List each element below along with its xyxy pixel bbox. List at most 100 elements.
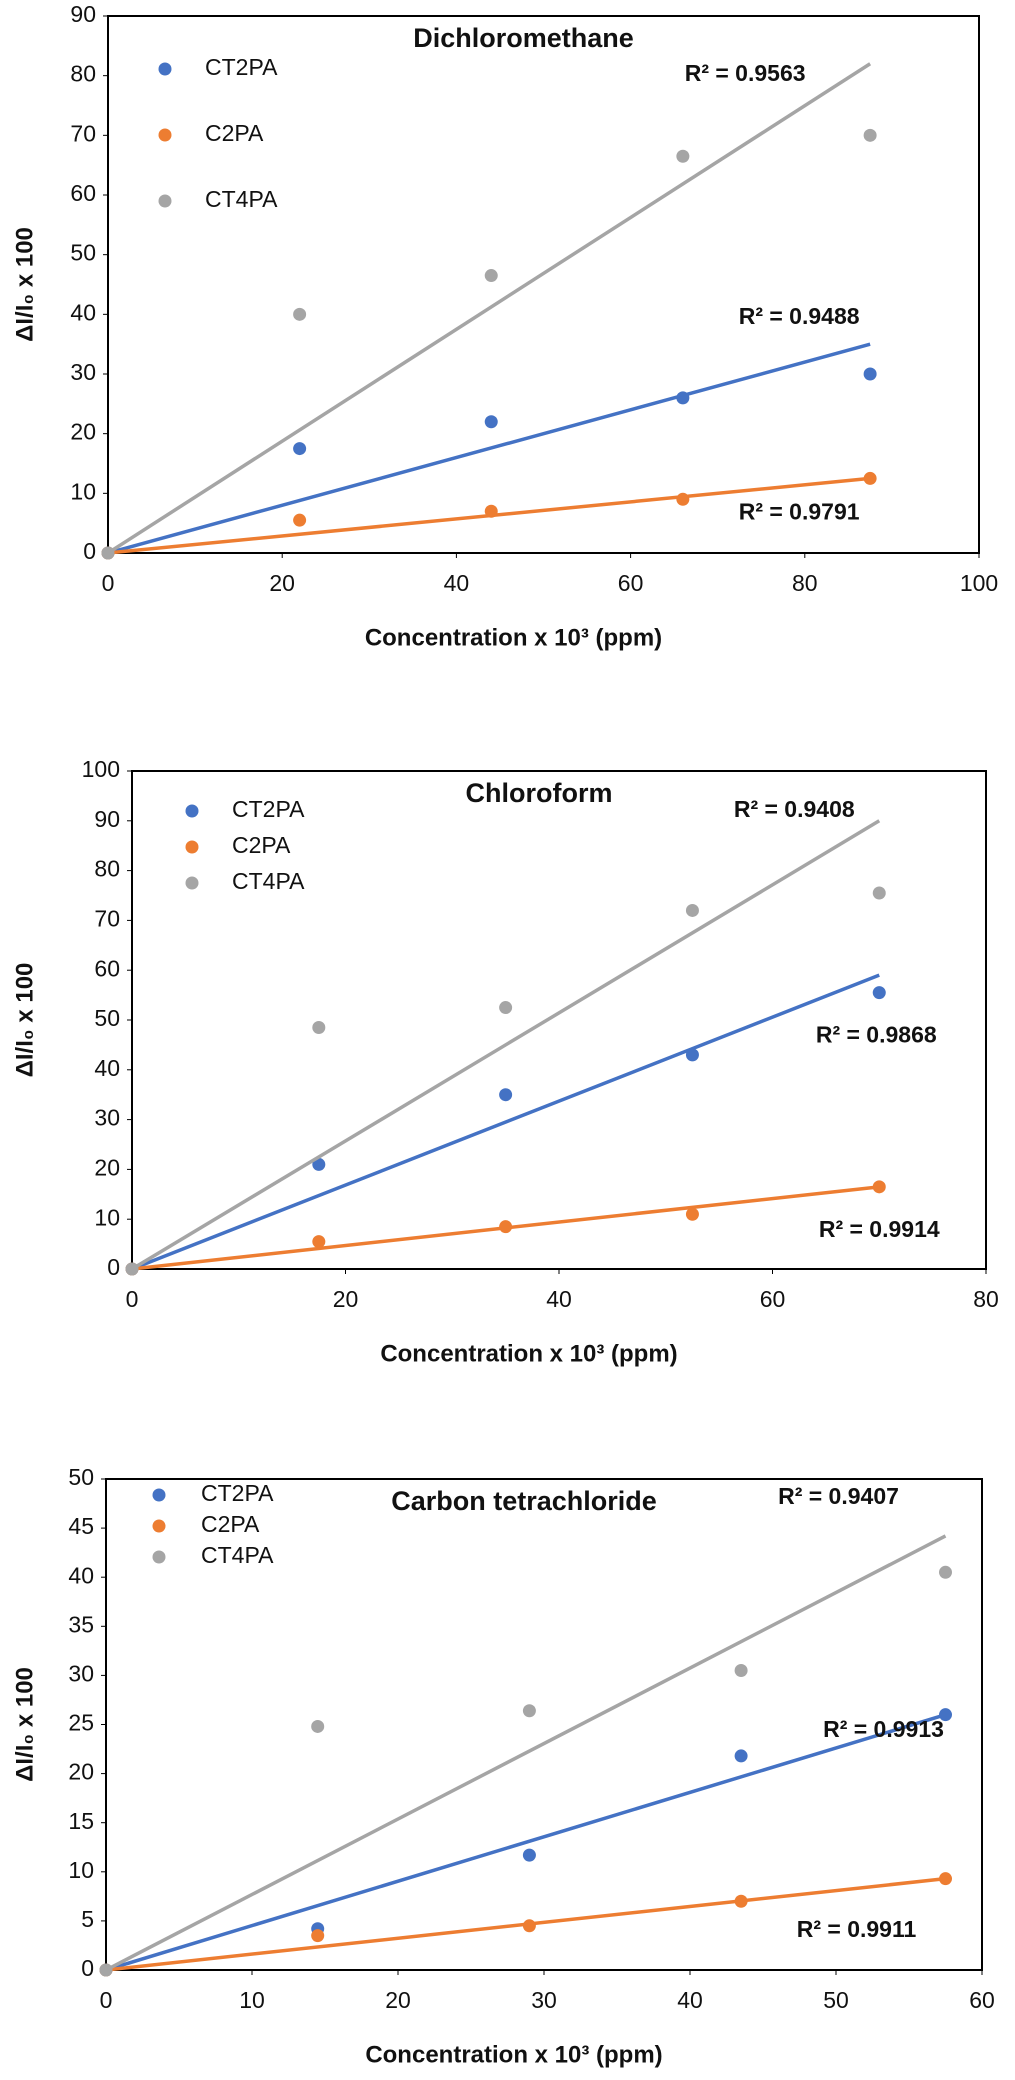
y-axis-title: ΔI/I₀ x 100 [11,1667,38,1782]
data-point [101,546,115,560]
y-tick-label: 60 [94,955,120,981]
x-axis-title: Concentration x 10³ (ppm) [380,1340,677,1367]
chart-title: Carbon tetrachloride [391,1486,657,1516]
y-tick-label: 0 [107,1254,120,1280]
y-tick-label: 35 [68,1611,94,1637]
legend-label: CT4PA [232,868,305,894]
data-point [312,1235,326,1249]
data-point [484,269,498,283]
data-point [312,1157,326,1171]
y-tick-label: 70 [70,120,96,146]
x-tick-label: 100 [960,570,998,596]
data-point [939,1565,952,1579]
y-tick-label: 50 [94,1005,120,1031]
data-point [863,471,877,485]
trendline [105,1534,947,1972]
x-tick-label: 30 [531,1987,557,2013]
y-tick-label: 30 [70,359,96,385]
x-tick-label: 80 [792,570,818,596]
legend-label: C2PA [232,832,291,858]
y-tick-label: 20 [94,1154,120,1180]
x-tick-label: 0 [126,1286,139,1312]
data-point [499,1220,513,1234]
data-point [939,1872,952,1886]
data-point [522,1919,536,1933]
y-tick-label: 90 [70,1,96,27]
legend-label: C2PA [205,120,264,146]
trendline [107,62,872,555]
trendline [107,342,871,555]
trendline [105,1713,947,1972]
data-point [293,442,307,456]
x-tick-label: 50 [823,1987,849,2013]
y-tick-label: 30 [94,1105,120,1131]
y-tick-label: 40 [94,1055,120,1081]
data-point [939,1708,952,1722]
data-point [499,1088,513,1102]
legend-marker [158,194,172,208]
legend-label: CT2PA [201,1480,274,1506]
data-point [872,986,886,1000]
x-axis-title: Concentration x 10³ (ppm) [365,2041,662,2068]
x-tick-label: 40 [677,1987,703,2013]
y-axis-title: ΔI/I₀ x 100 [11,227,38,342]
legend-marker [185,804,199,818]
legend-marker [152,1519,166,1533]
y-tick-label: 80 [94,856,120,882]
data-point [293,307,307,321]
y-tick-label: 80 [70,61,96,87]
y-tick-label: 90 [94,806,120,832]
trendline [131,819,881,1271]
y-tick-label: 10 [70,478,96,504]
data-point [676,149,690,163]
y-tick-label: 30 [68,1660,94,1686]
r2-label: R² = 0.9563 [685,60,806,86]
data-point [484,415,498,429]
data-point [311,1719,325,1733]
trendline [131,973,880,1271]
data-point [872,886,886,900]
data-point [685,1048,699,1062]
data-point [685,903,699,917]
x-tick-label: 60 [969,1987,995,2013]
y-tick-label: 20 [70,419,96,445]
data-point [293,513,307,527]
y-tick-label: 10 [68,1857,94,1883]
y-tick-label: 40 [68,1562,94,1588]
y-tick-label: 100 [82,756,120,782]
data-point [311,1929,325,1943]
x-tick-label: 40 [546,1286,572,1312]
data-point [734,1894,748,1908]
legend-label: CT2PA [232,796,305,822]
data-point [99,1963,113,1977]
data-point [125,1262,139,1276]
r2-label: R² = 0.9791 [739,498,860,524]
chart-title: Dichloromethane [413,23,634,53]
legend-label: CT4PA [201,1542,274,1568]
x-tick-label: 20 [385,1987,411,2013]
data-point [734,1663,748,1677]
data-point [734,1749,748,1763]
r2-label: R² = 0.9914 [819,1216,940,1242]
y-tick-label: 70 [94,905,120,931]
data-point [872,1180,886,1194]
y-tick-label: 25 [68,1710,94,1736]
data-point [685,1207,699,1221]
legend-marker [185,840,199,854]
x-tick-label: 20 [333,1286,359,1312]
data-point [676,492,690,506]
legend-marker [152,1488,166,1502]
y-tick-label: 50 [70,240,96,266]
r2-label: R² = 0.9868 [816,1021,937,1047]
x-tick-label: 10 [239,1987,265,2013]
data-point [863,128,877,142]
x-tick-label: 20 [269,570,295,596]
y-tick-label: 10 [94,1204,120,1230]
data-point [484,504,498,518]
y-tick-label: 0 [81,1955,94,1981]
legend-label: CT2PA [205,54,278,80]
r2-label: R² = 0.9408 [734,796,855,822]
data-point [522,1704,536,1718]
x-tick-label: 60 [760,1286,786,1312]
